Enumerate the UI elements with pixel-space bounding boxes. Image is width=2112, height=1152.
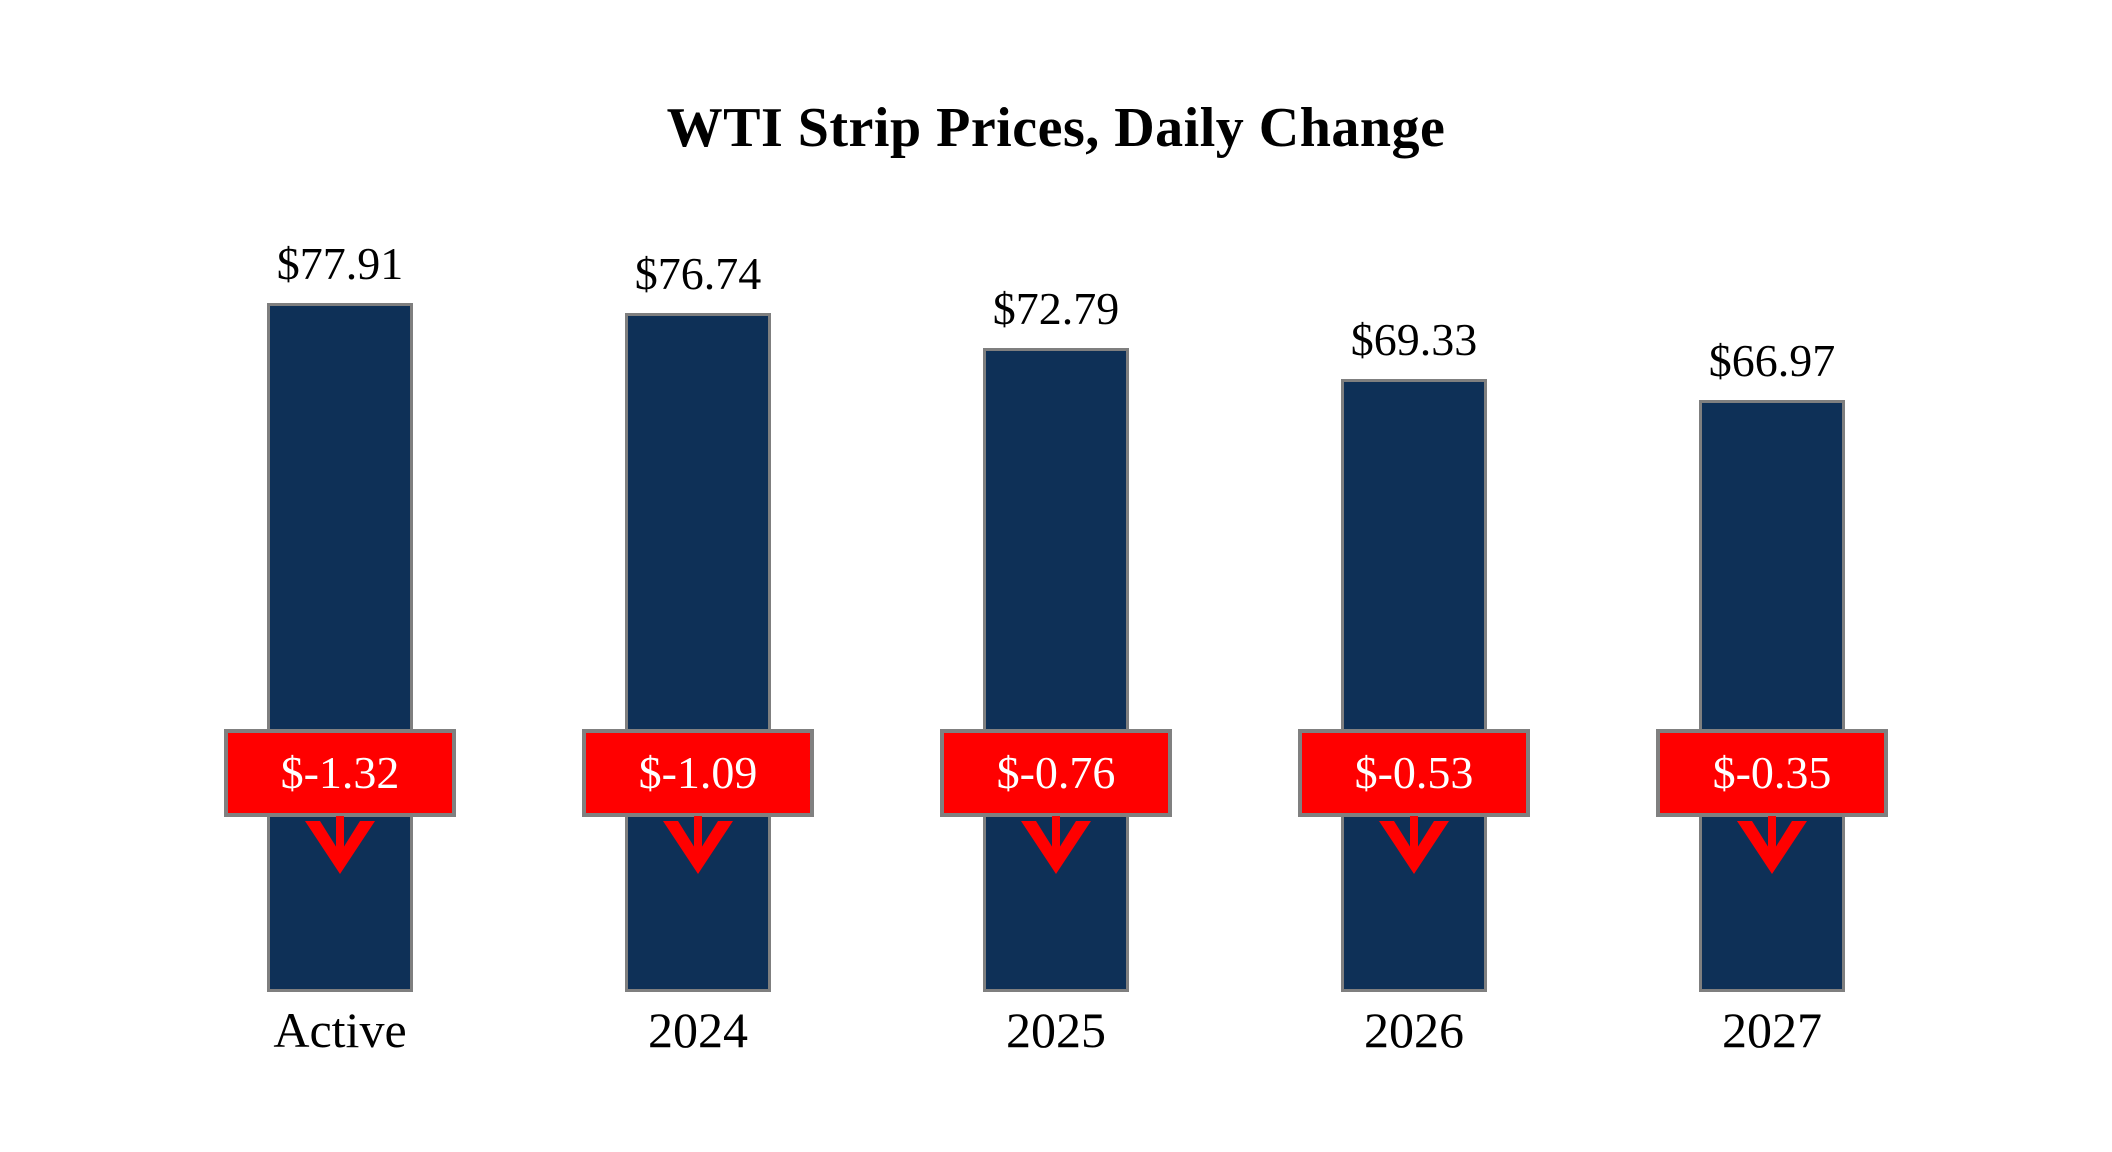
down-arrow-icon — [1377, 816, 1451, 874]
bar-group-2026: $69.33 $-0.53 2026 — [1235, 314, 1593, 1058]
change-badge: $-0.76 — [940, 729, 1172, 817]
down-arrow-icon — [303, 816, 377, 874]
price-bar — [625, 313, 771, 992]
price-bar — [1341, 379, 1487, 992]
change-badge-label: $-0.35 — [1712, 747, 1832, 798]
change-badge-label: $-0.76 — [996, 747, 1116, 798]
down-arrow-icon — [661, 816, 735, 874]
category-label: 2027 — [1722, 1002, 1822, 1058]
down-arrow-icon — [1019, 816, 1093, 874]
change-badge: $-1.09 — [582, 729, 814, 817]
category-label: Active — [273, 1002, 407, 1058]
category-label: 2026 — [1364, 1002, 1464, 1058]
price-label: $72.79 — [992, 283, 1120, 334]
change-badge: $-1.32 — [224, 729, 456, 817]
change-badge-label: $-0.53 — [1354, 747, 1474, 798]
category-label: 2024 — [648, 1002, 748, 1058]
change-badge-label: $-1.32 — [280, 747, 400, 798]
price-label: $77.91 — [276, 238, 404, 289]
down-arrow-icon — [1735, 816, 1809, 874]
chart-title: WTI Strip Prices, Daily Change — [666, 97, 1446, 159]
price-label: $76.74 — [634, 248, 762, 299]
change-badge: $-0.35 — [1656, 729, 1888, 817]
bar-group-active: $77.91 $-1.32 Active — [161, 238, 519, 1058]
price-bar — [983, 348, 1129, 992]
change-badge: $-0.53 — [1298, 729, 1530, 817]
price-label: $66.97 — [1708, 335, 1836, 386]
bar-group-2024: $76.74 $-1.09 2024 — [519, 248, 877, 1058]
category-label: 2025 — [1006, 1002, 1106, 1058]
bar-group-2027: $66.97 $-0.35 2027 — [1593, 335, 1951, 1058]
bar-group-2025: $72.79 $-0.76 2025 — [877, 283, 1235, 1058]
change-badge-label: $-1.09 — [638, 747, 758, 798]
price-label: $69.33 — [1350, 314, 1478, 365]
price-bar — [1699, 400, 1845, 992]
price-bar — [267, 303, 413, 992]
